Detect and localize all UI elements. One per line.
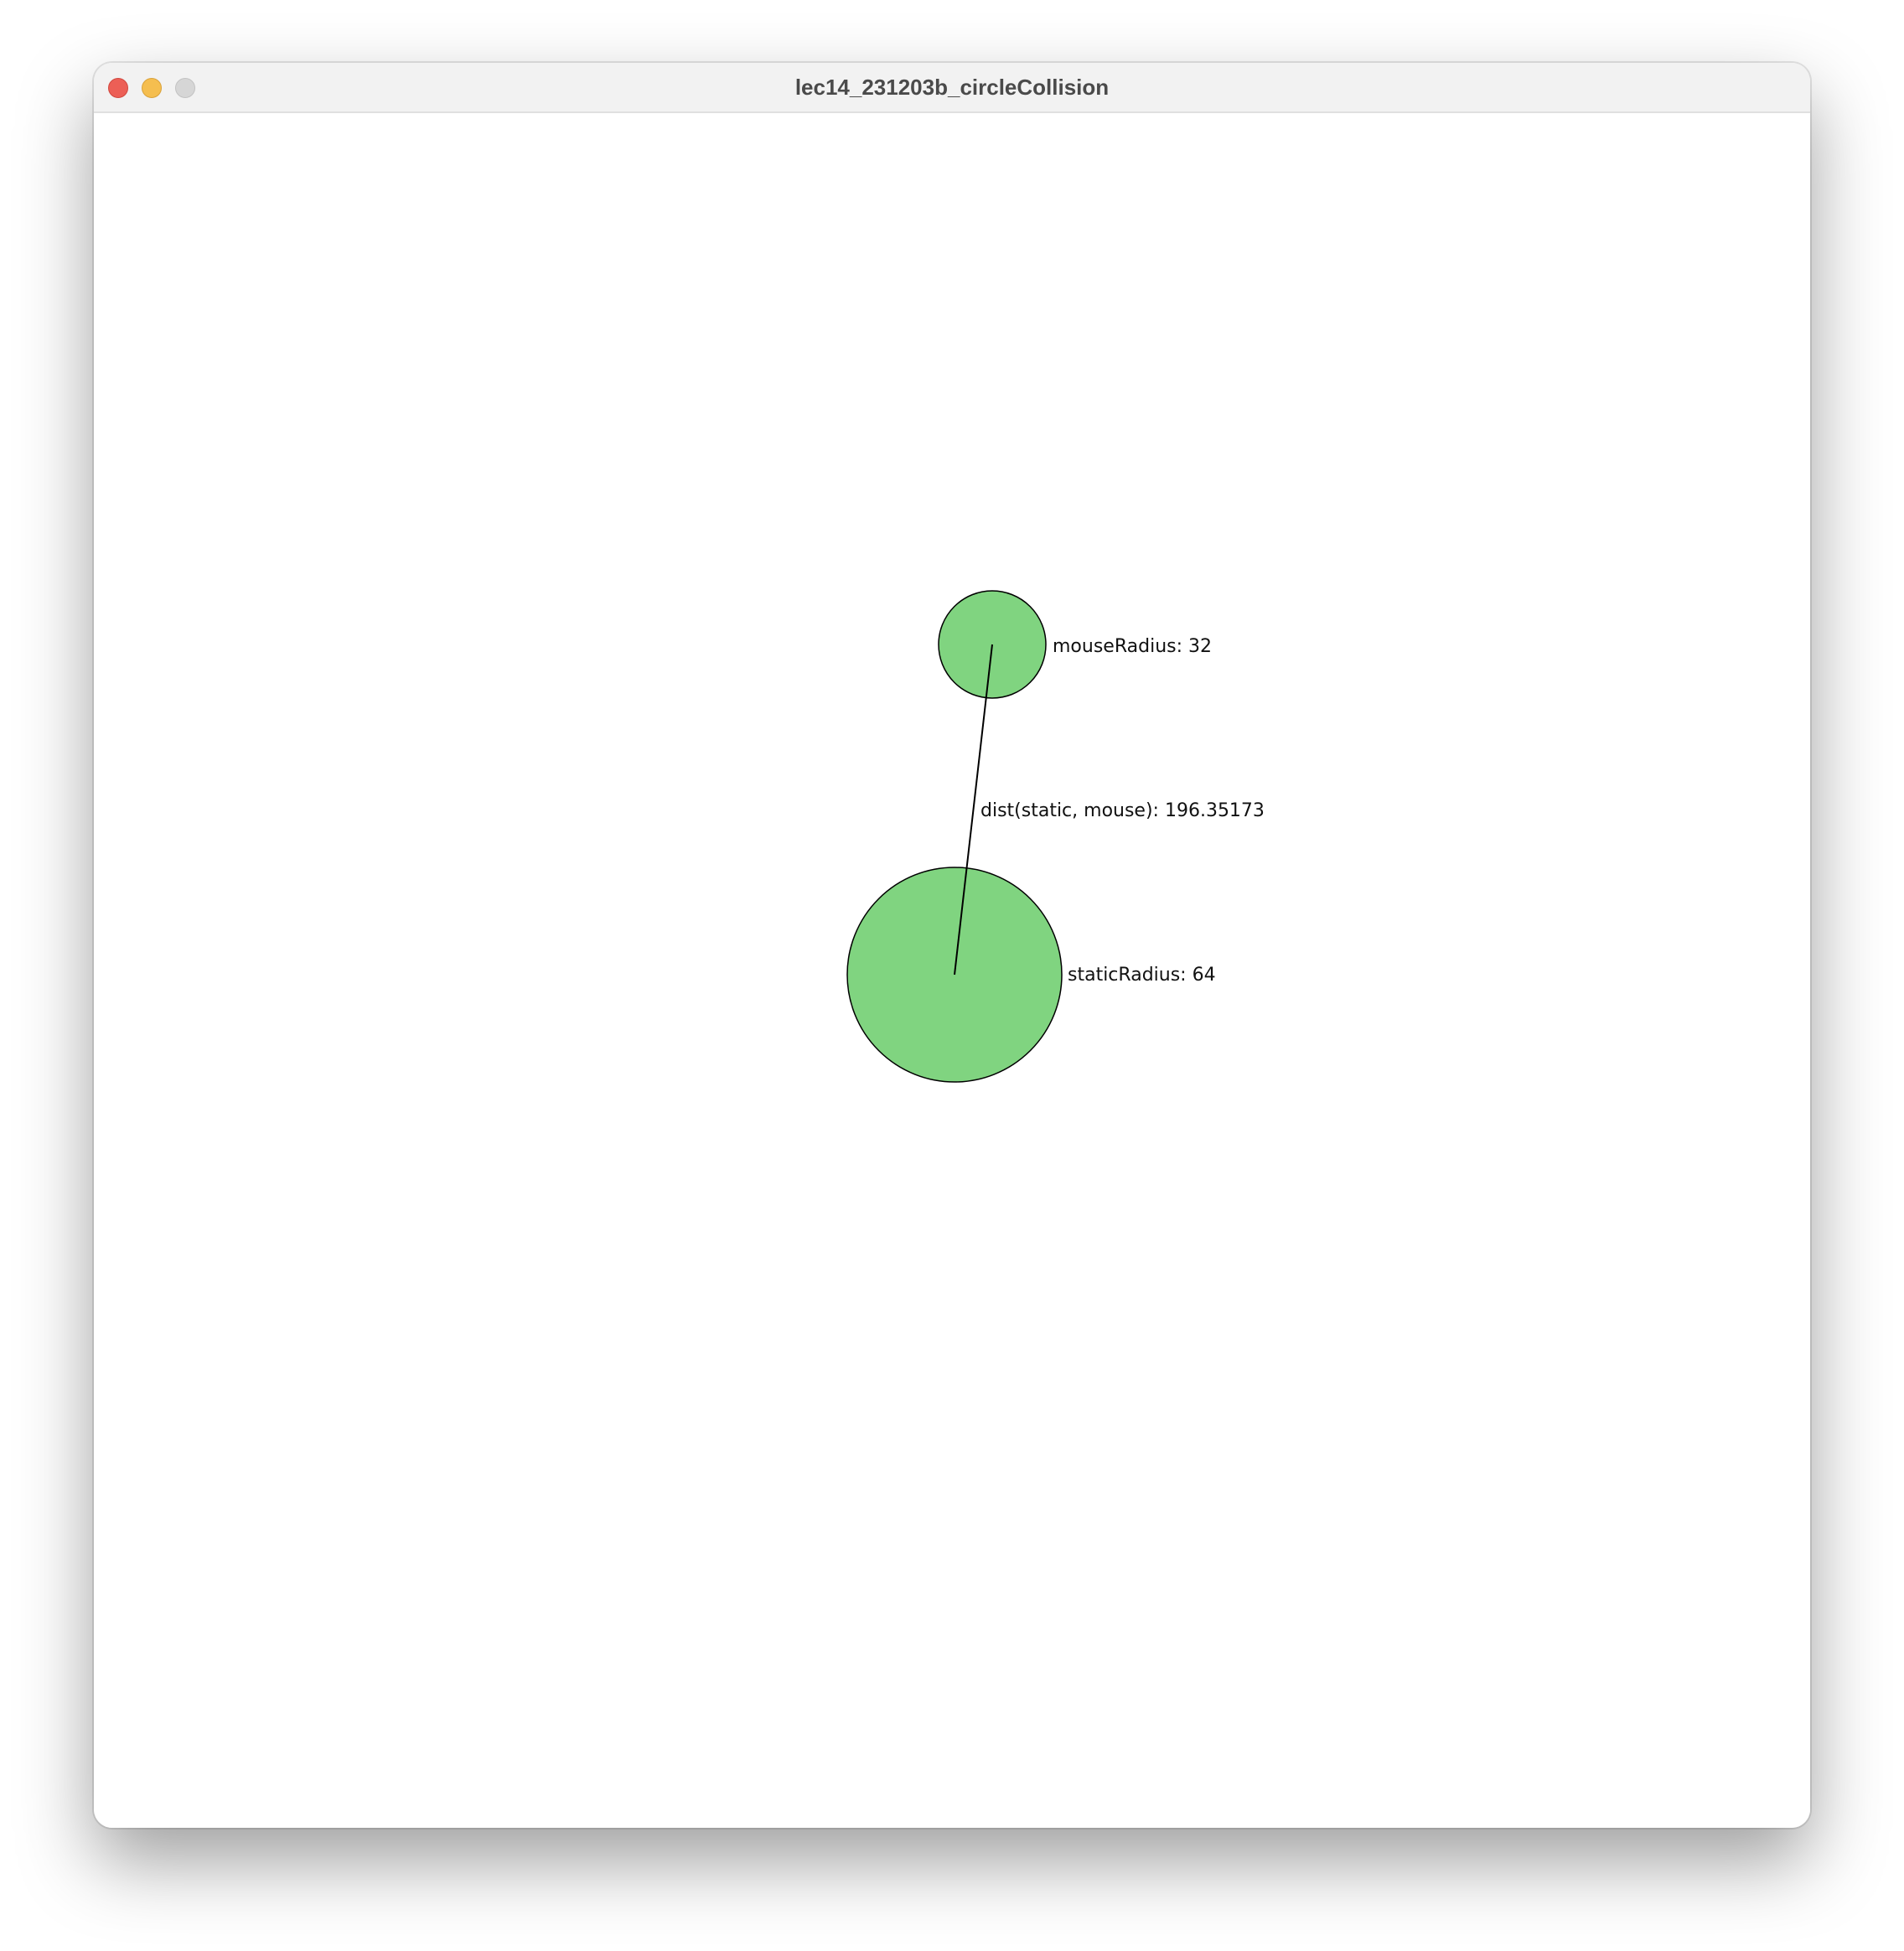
- title-bar[interactable]: lec14_231203b_circleCollision: [94, 63, 1810, 113]
- window-title: lec14_231203b_circleCollision: [794, 75, 1110, 100]
- zoom-button[interactable]: [175, 78, 195, 98]
- static-radius-label: staticRadius: 64: [1068, 965, 1216, 986]
- mouse-radius-label: mouseRadius: 32: [1053, 636, 1212, 657]
- distance-label: dist(static, mouse): 196.35173: [980, 800, 1265, 821]
- distance-line: [954, 644, 993, 976]
- app-window: lec14_231203b_circleCollision mouseRadiu…: [94, 63, 1810, 1828]
- minimize-button[interactable]: [142, 78, 162, 98]
- sketch-canvas[interactable]: mouseRadius: 32 dist(static, mouse): 196…: [94, 113, 1810, 1828]
- close-button[interactable]: [108, 78, 128, 98]
